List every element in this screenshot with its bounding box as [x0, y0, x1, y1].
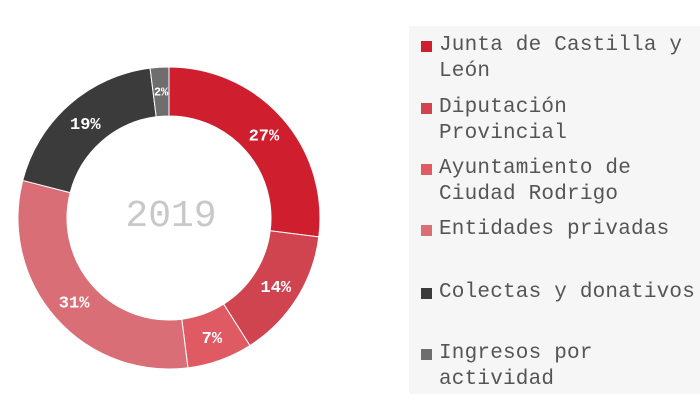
legend-swatch-entidades [421, 225, 432, 236]
slices-group [17, 66, 321, 370]
labels-group: 27% 14% 7% 31% 19% 2% [59, 86, 292, 349]
legend-label-ayuntamiento: Ayuntamiento de Ciudad Rodrigo [439, 157, 632, 206]
slice-label-ingresos: 2% [154, 86, 169, 100]
donut-chart: 27% 14% 7% 31% 19% 2% 2019 [17, 66, 321, 370]
legend-swatch-ayuntamiento [421, 164, 432, 175]
legend-swatch-diputacion [421, 103, 432, 114]
center-label: 2019 [125, 195, 216, 238]
donut-slice-entidades [17, 179, 189, 370]
legend-label-junta: Junta de Castilla y León [439, 34, 683, 83]
slice-label-junta: 27% [249, 127, 280, 146]
slice-label-diputacion: 14% [261, 279, 292, 298]
legend-swatch-ingresos [421, 349, 432, 360]
donut-slice-junta [168, 66, 321, 238]
legend-label-diputacion: Diputación Provincial [439, 96, 568, 145]
legend-label-ingresos: Ingresos por actividad [439, 342, 593, 391]
legend-swatch-junta [421, 41, 432, 52]
legend-swatch-colectas [421, 288, 432, 299]
legend: Junta de Castilla y León Diputación Prov… [409, 26, 700, 394]
slice-label-colectas: 19% [70, 116, 101, 135]
slice-label-ayuntamiento: 7% [202, 330, 223, 349]
legend-label-entidades: Entidades privadas [439, 218, 670, 241]
legend-label-colectas: Colectas y donativos [439, 281, 696, 304]
donut-slice-ingresos [149, 66, 170, 118]
slice-label-entidades: 31% [59, 295, 90, 314]
